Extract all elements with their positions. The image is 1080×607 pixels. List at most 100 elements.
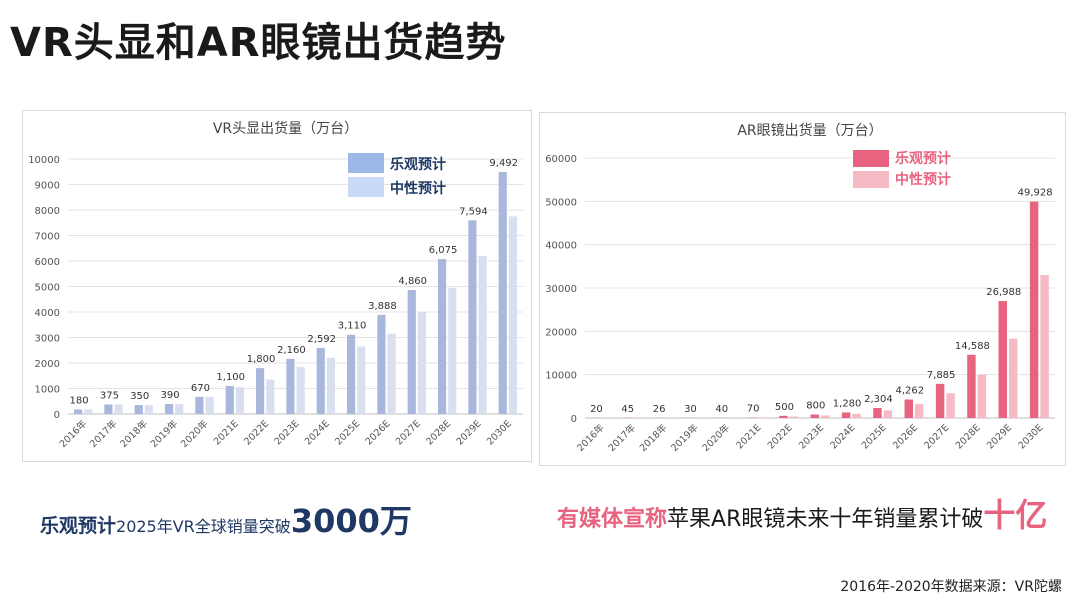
ar-bar-neutral xyxy=(977,374,987,418)
ar-data-label: 800 xyxy=(806,401,825,412)
vr-bar-optimistic xyxy=(195,396,204,414)
vr-bar-optimistic xyxy=(104,404,113,414)
ar-y-tick-label: 50000 xyxy=(545,197,577,208)
ar-x-tick-label: 2028E xyxy=(954,422,983,451)
ar-x-tick-label: 2022E xyxy=(766,422,795,451)
vr-data-label: 7,594 xyxy=(459,206,488,217)
ar-bar-optimistic xyxy=(967,354,976,418)
vr-legend-swatch xyxy=(348,177,384,197)
ar-chart-svg: AR眼镜出货量（万台） 0 10000 20000 30000 40000 50000 600… xyxy=(545,122,1055,454)
ar-x-tick-label: 2021E xyxy=(734,422,763,451)
ar-legend-swatch xyxy=(853,171,889,188)
ar-bar-neutral xyxy=(789,416,799,418)
ar-bar-neutral xyxy=(1009,338,1018,418)
ar-x-tick-label: 2019年 xyxy=(668,421,701,454)
vr-data-label: 390 xyxy=(161,390,180,401)
ar-x-tick-label: 2020年 xyxy=(700,421,733,454)
ar-data-label: 500 xyxy=(775,402,794,413)
vr-x-tick-label: 2021E xyxy=(212,418,241,447)
ar-bar-optimistic xyxy=(904,399,913,418)
ar-x-tick-label: 2018年 xyxy=(637,421,670,454)
vr-data-label: 3,888 xyxy=(368,301,397,312)
ar-bar-optimistic xyxy=(873,408,882,418)
ar-x-tick-label: 2025E xyxy=(860,422,889,451)
ar-bar-optimistic xyxy=(998,301,1007,418)
ar-caption-highlight: 有媒体宣称 xyxy=(557,507,668,532)
vr-bar-neutral xyxy=(175,404,184,414)
ar-x-tick-label: 2024E xyxy=(828,422,857,451)
vr-data-label: 3,110 xyxy=(338,321,367,332)
ar-data-label: 40 xyxy=(715,404,728,415)
vr-bar-optimistic xyxy=(407,290,416,414)
vr-chart-title: VR头显出货量（万台） xyxy=(213,120,358,137)
vr-y-tick-label: 10000 xyxy=(28,155,60,166)
ar-data-label: 4,262 xyxy=(895,386,924,397)
ar-bar-optimistic xyxy=(841,412,851,418)
vr-data-label: 6,075 xyxy=(429,245,458,256)
vr-data-label: 2,160 xyxy=(277,345,306,356)
vr-x-tick-label: 2030E xyxy=(485,418,514,447)
vr-x-tick-label: 2027E xyxy=(394,418,423,447)
vr-x-tick-label: 2026E xyxy=(363,418,392,447)
vr-x-tick-label: 2018年 xyxy=(118,417,151,450)
ar-data-label: 14,588 xyxy=(955,341,990,352)
vr-x-tick-label: 2025E xyxy=(333,418,362,447)
vr-data-label: 2,592 xyxy=(307,334,336,345)
vr-bar-neutral xyxy=(387,333,396,414)
vr-bar-neutral xyxy=(417,312,427,414)
ar-caption-emphasis: 十亿 xyxy=(983,496,1048,534)
vr-data-label: 4,860 xyxy=(398,276,427,287)
ar-x-tick-label: 2016年 xyxy=(574,421,607,454)
ar-bar-neutral xyxy=(1040,275,1049,418)
ar-data-label: 45 xyxy=(621,404,634,415)
vr-caption: 乐观预计2025年VR全球销量突破3000万 xyxy=(40,496,412,542)
vr-data-label: 9,492 xyxy=(489,158,518,169)
vr-y-tick-label: 4000 xyxy=(35,308,60,319)
vr-bar-neutral xyxy=(478,255,487,414)
vr-data-label: 670 xyxy=(191,383,210,394)
ar-y-tick-label: 40000 xyxy=(545,241,577,252)
vr-bar-neutral xyxy=(448,287,457,414)
ar-x-tick-label: 2017年 xyxy=(606,421,639,454)
vr-caption-text: 2025年VR全球销量突破 xyxy=(116,517,291,536)
ar-data-label: 1,280 xyxy=(833,398,862,409)
vr-bar-optimistic xyxy=(498,171,507,414)
ar-y-tick-label: 60000 xyxy=(545,154,577,165)
vr-x-tick-label: 2024E xyxy=(303,418,332,447)
vr-x-tick-label: 2020年 xyxy=(178,417,211,450)
ar-data-label: 2,304 xyxy=(864,394,893,405)
ar-y-tick-label: 30000 xyxy=(545,284,577,295)
vr-bar-optimistic xyxy=(437,259,447,414)
vr-x-tick-label: 2019年 xyxy=(148,417,181,450)
vr-caption-highlight: 乐观预计 xyxy=(40,515,117,537)
vr-y-tick-label: 1000 xyxy=(35,385,60,396)
vr-bar-neutral xyxy=(296,366,305,414)
ar-bar-optimistic xyxy=(779,415,788,418)
vr-y-tick-label: 9000 xyxy=(35,181,60,192)
ar-x-tick-label: 2030E xyxy=(1016,422,1045,451)
vr-x-tick-label: 2028E xyxy=(424,418,453,447)
ar-chart-title: AR眼镜出货量（万台） xyxy=(737,122,882,139)
ar-bar-neutral xyxy=(821,415,830,418)
vr-data-label: 350 xyxy=(130,391,149,402)
ar-bar-neutral xyxy=(883,410,893,418)
vr-x-tick-label: 2022E xyxy=(242,418,271,447)
ar-x-tick-label: 2029E xyxy=(985,422,1014,451)
ar-bar-neutral xyxy=(852,413,861,418)
vr-bar-optimistic xyxy=(225,385,234,414)
ar-shipment-chart: AR眼镜出货量（万台） 0 10000 20000 30000 40000 50000 600… xyxy=(539,112,1066,466)
vr-bar-optimistic xyxy=(377,314,386,414)
vr-bar-neutral xyxy=(144,405,154,414)
vr-legend-label: 乐观预计 xyxy=(390,156,446,173)
ar-data-label: 20 xyxy=(590,404,603,415)
ar-y-tick-label: 0 xyxy=(571,414,577,425)
vr-legend-label: 中性预计 xyxy=(390,180,446,197)
ar-x-tick-label: 2026E xyxy=(891,422,920,451)
vr-bar-neutral xyxy=(326,357,336,414)
vr-y-tick-label: 8000 xyxy=(35,206,60,217)
source-note: 2016年-2020年数据来源：VR陀螺 xyxy=(840,579,1062,595)
vr-x-tick-label: 2023E xyxy=(272,418,301,447)
vr-caption-emphasis: 3000万 xyxy=(290,502,412,540)
ar-bar-optimistic xyxy=(810,414,819,418)
ar-data-label: 26 xyxy=(653,404,666,415)
